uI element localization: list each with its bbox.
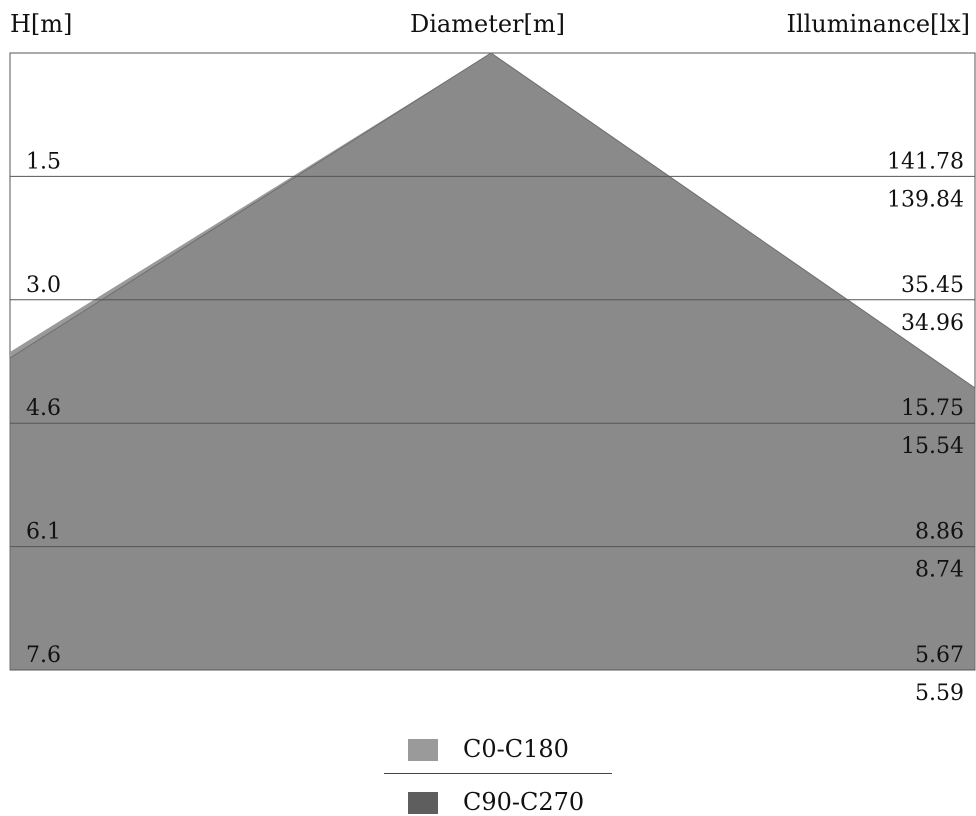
legend-label-c0-c180: C0-C180: [463, 735, 569, 763]
illuminance-header: Illuminance[lx]: [786, 10, 970, 38]
legend-swatch-c0-c180: [408, 739, 438, 761]
illuminance-c90-c270-0: 139.84: [887, 187, 964, 212]
illuminance-c0-c180-1: 35.45: [901, 273, 964, 298]
illuminance-c90-c270-3: 8.74: [915, 558, 964, 583]
legend-label-c90-c270: C90-C270: [463, 788, 585, 816]
diameter-header: Diameter[m]: [410, 10, 565, 38]
height-header: H[m]: [10, 10, 73, 38]
illuminance-c90-c270-4: 5.59: [915, 681, 964, 706]
illuminance-c0-c180-2: 15.75: [901, 396, 964, 421]
illuminance-c90-c270-2: 15.54: [901, 434, 964, 459]
height-label-4: 7.6: [26, 643, 61, 668]
height-label-0: 1.5: [26, 149, 61, 174]
illuminance-c90-c270-1: 34.96: [901, 311, 964, 336]
illuminance-c0-c180-3: 8.86: [915, 520, 964, 545]
height-label-2: 4.6: [26, 396, 61, 421]
illuminance-c0-c180-0: 141.78: [887, 149, 964, 174]
legend-swatch-c90-c270: [408, 792, 438, 814]
height-label-3: 6.1: [26, 520, 61, 545]
legend-divider: [384, 773, 612, 774]
height-label-1: 3.0: [26, 273, 61, 298]
illuminance-c0-c180-4: 5.67: [915, 643, 964, 668]
